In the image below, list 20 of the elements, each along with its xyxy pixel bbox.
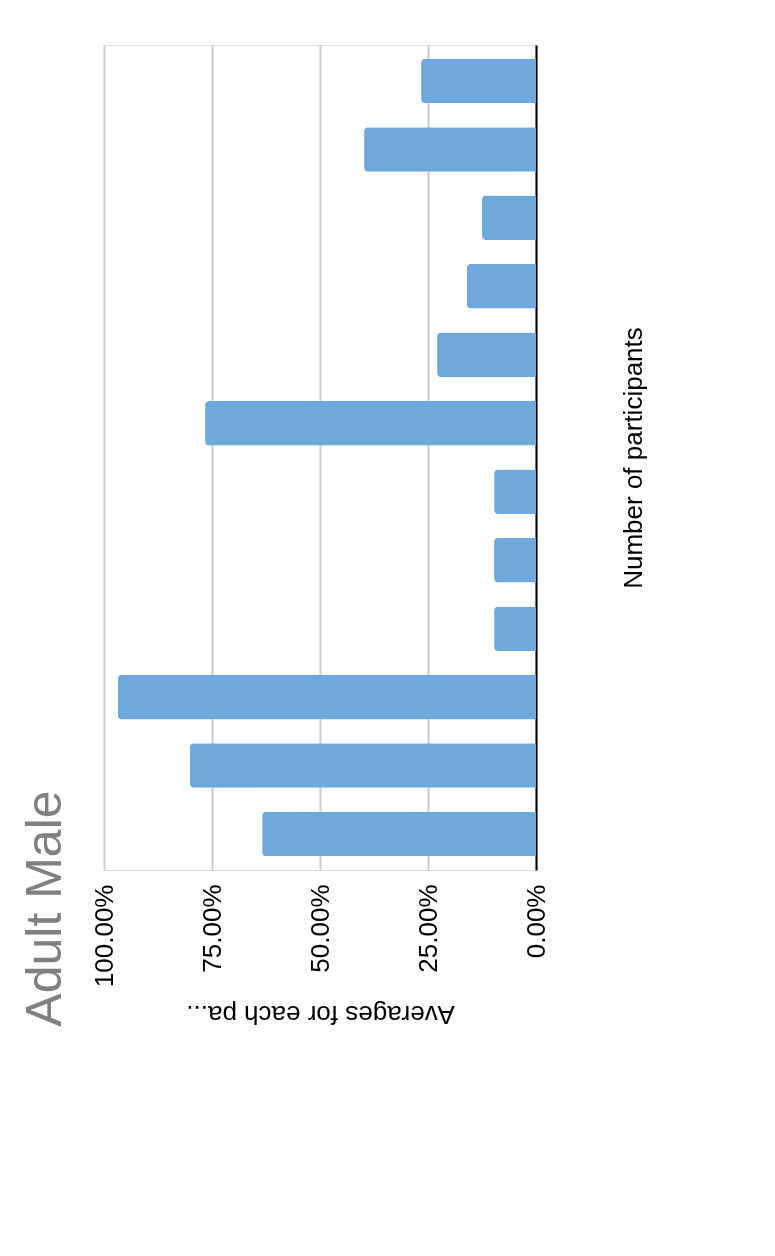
bar (437, 332, 536, 378)
x-tick-label: 25.00% (412, 884, 443, 973)
bar (189, 743, 536, 788)
bar (482, 195, 536, 241)
x-tick-label: 75.00% (196, 884, 227, 973)
y-axis-title: Number of participants (617, 327, 648, 589)
bar (494, 469, 536, 514)
bar (117, 674, 536, 720)
x-tick-label: 0.00% (520, 884, 551, 959)
x-tick-label: 50.00% (304, 884, 335, 973)
bar (262, 811, 536, 857)
bar (494, 537, 536, 583)
bar (466, 264, 536, 309)
bar (364, 127, 536, 172)
bar (421, 58, 536, 104)
x-tick-label: 100.00% (88, 884, 119, 988)
text: Adult Male (16, 790, 72, 1027)
bar (494, 606, 536, 651)
x-axis-title: Averages for each pa... (186, 1000, 455, 1031)
bar (205, 401, 536, 446)
